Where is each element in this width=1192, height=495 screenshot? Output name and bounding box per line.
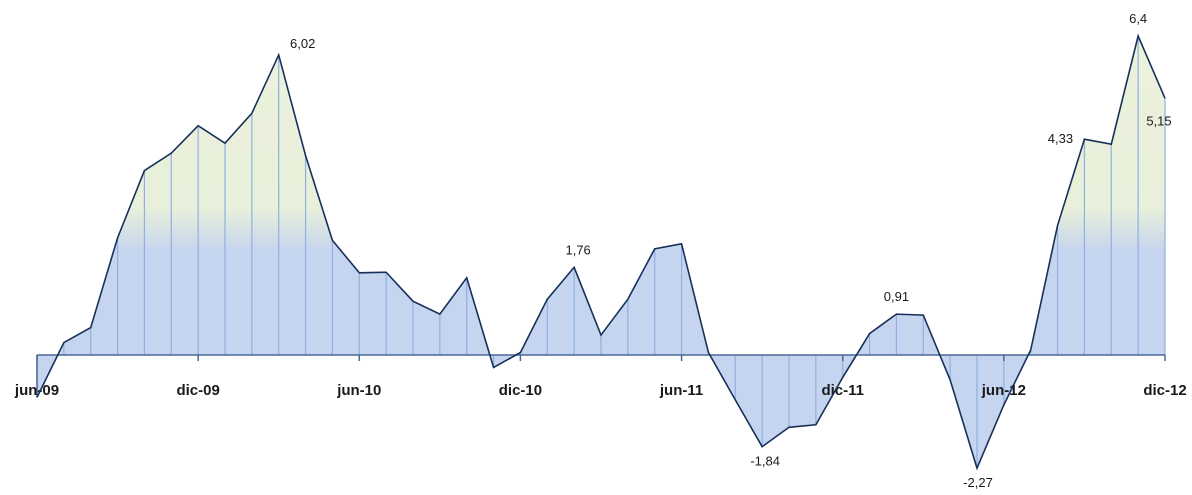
x-tick-label: dic-10 [499,382,542,399]
area-fill [37,36,1165,469]
data-label: 6,02 [290,36,315,51]
data-label: -1,84 [750,454,780,469]
x-tick-label: dic-11 [821,382,864,399]
x-tick-label: jun-09 [14,382,59,399]
series-line [36,33,1166,471]
label-layer: 6,02 1,76 -1,84 0,91 -2,27 4,33 6,4 5,15 [290,11,1172,490]
data-label: 5,15 [1146,113,1171,128]
data-label: 1,76 [565,242,590,257]
x-tick-label: jun-11 [659,382,703,399]
x-tick-label: jun-10 [336,382,381,399]
data-label: 6,4 [1129,11,1147,26]
area-layer [37,36,1165,469]
x-tick-label: jun-12 [981,382,1026,399]
line-layer [36,33,1166,471]
x-tick-label: dic-12 [1143,382,1186,399]
x-tick-label: dic-09 [176,382,219,399]
data-label: -2,27 [963,475,993,490]
data-label: 4,33 [1048,131,1073,146]
dropline-layer [36,36,1166,469]
data-label: 0,91 [884,289,909,304]
